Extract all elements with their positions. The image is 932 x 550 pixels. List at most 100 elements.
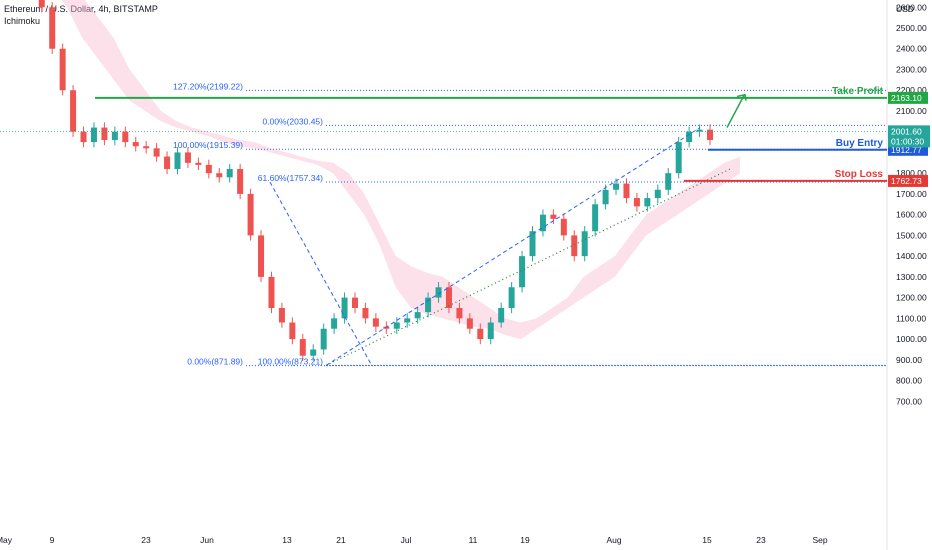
y-tick-label: 2400.00: [896, 44, 927, 54]
x-tick-label: May: [0, 535, 13, 545]
candle-body: [393, 322, 400, 329]
x-tick-label: 9: [50, 535, 55, 545]
x-tick-label: 23: [756, 535, 766, 545]
candle-body: [258, 235, 265, 277]
candle-body: [508, 287, 515, 308]
candle-body: [571, 235, 578, 257]
y-tick-label: 800.00: [896, 376, 922, 386]
x-tick-label: 23: [141, 535, 151, 545]
candle-body: [487, 322, 494, 340]
candle-body: [665, 173, 672, 190]
candle-body: [80, 131, 87, 143]
fib-trend-line: [325, 127, 701, 366]
y-tick-label: 2500.00: [896, 23, 927, 33]
candle-body: [445, 287, 452, 308]
level-price-tag: [888, 91, 928, 104]
fib-level-label: 100.00%(873.21): [258, 356, 323, 366]
candle-body: [49, 7, 56, 49]
candle-body: [90, 127, 97, 143]
candle-body: [164, 156, 171, 170]
y-tick-label: 1100.00: [896, 313, 926, 323]
y-tick-label: 1300.00: [896, 272, 927, 282]
fib-level-label: 0.00%(2030.45): [263, 116, 324, 126]
fib-level-label: 127.20%(2199.22): [173, 81, 243, 91]
candle-body: [404, 318, 411, 323]
support-trend-line: [325, 168, 731, 366]
y-tick-label: 700.00: [896, 396, 922, 406]
candle-body: [581, 231, 588, 257]
x-tick-label: 11: [469, 535, 478, 545]
retrace-trend-line: [269, 181, 373, 367]
candle-body: [498, 307, 505, 323]
candle-body: [675, 142, 682, 174]
x-tick-label: Sep: [812, 535, 827, 545]
fib-level-label: 100.00%(1915.39): [173, 140, 243, 150]
indicator-label[interactable]: Ichimoku: [4, 16, 41, 26]
candle-body: [623, 183, 630, 199]
chart-title: Ethereum / U.S. Dollar, 4h, BITSTAMP: [4, 4, 158, 14]
projection-arrow-head: [736, 93, 747, 101]
fib-level-label: 0.00%(871.89): [187, 357, 243, 367]
candle-body: [195, 162, 202, 165]
fib-level-label: 61.60%(1757.34): [258, 173, 323, 183]
candle-body: [111, 131, 118, 140]
candle-body: [592, 204, 599, 232]
candle-body: [372, 318, 379, 327]
candle-body: [519, 256, 526, 288]
candle-body: [299, 339, 306, 356]
candle-body: [352, 297, 358, 308]
last-price-countdown: 01:00:30: [891, 136, 924, 146]
candle-body: [122, 131, 129, 143]
x-tick-label: 13: [282, 535, 292, 545]
x-tick-label: 19: [520, 535, 530, 545]
candle-body: [435, 287, 442, 298]
candle-body: [341, 297, 348, 319]
x-tick-label: 21: [336, 535, 346, 545]
level-label: Stop Loss: [835, 169, 884, 180]
candle-body: [654, 189, 661, 199]
x-tick-label: 15: [702, 535, 712, 545]
candle-body: [59, 48, 66, 91]
candle-body: [456, 307, 463, 319]
candle-body: [38, 0, 45, 8]
candle-body: [331, 318, 338, 329]
candle-body: [686, 131, 693, 143]
level-price-tag-text: 2163.10: [891, 93, 922, 103]
last-price-tag: [888, 125, 930, 148]
y-tick-label: 900.00: [896, 355, 922, 365]
y-tick-label: 1600.00: [896, 210, 927, 220]
level-label: Buy Entry: [836, 138, 884, 149]
candle-body: [477, 328, 484, 340]
candle-body: [278, 307, 285, 323]
candle-body: [320, 328, 327, 350]
y-tick-label: 1000.00: [896, 334, 927, 344]
x-tick-label: Aug: [606, 535, 621, 545]
last-price-value: 2001.60: [891, 126, 922, 136]
projection-arrow: [726, 95, 745, 128]
candle-body: [153, 148, 160, 157]
candle-body: [414, 312, 421, 319]
level-label: Take Profit: [832, 86, 884, 97]
currency-label: USD: [896, 4, 914, 14]
candle-body: [70, 90, 77, 132]
candle-body: [247, 193, 254, 236]
x-tick-label: Jul: [401, 535, 412, 545]
candle-body: [132, 142, 139, 147]
candle-body: [466, 318, 473, 329]
candle-body: [143, 146, 150, 149]
candle-body: [602, 189, 609, 205]
candle-body: [237, 169, 244, 194]
candle-body: [362, 307, 369, 319]
candle-body: [425, 297, 432, 313]
level-price-tag-text: 1762.73: [891, 176, 922, 186]
candle-body: [310, 349, 317, 356]
y-tick-label: 2300.00: [896, 64, 927, 74]
candle-body: [101, 127, 108, 140]
candle-body: [539, 214, 546, 232]
y-tick-label: 1400.00: [896, 251, 927, 261]
y-tick-label: 1800.00: [896, 168, 927, 178]
candle-body: [383, 326, 390, 329]
y-tick-label: 2200.00: [896, 85, 927, 95]
candle-body: [216, 173, 223, 178]
